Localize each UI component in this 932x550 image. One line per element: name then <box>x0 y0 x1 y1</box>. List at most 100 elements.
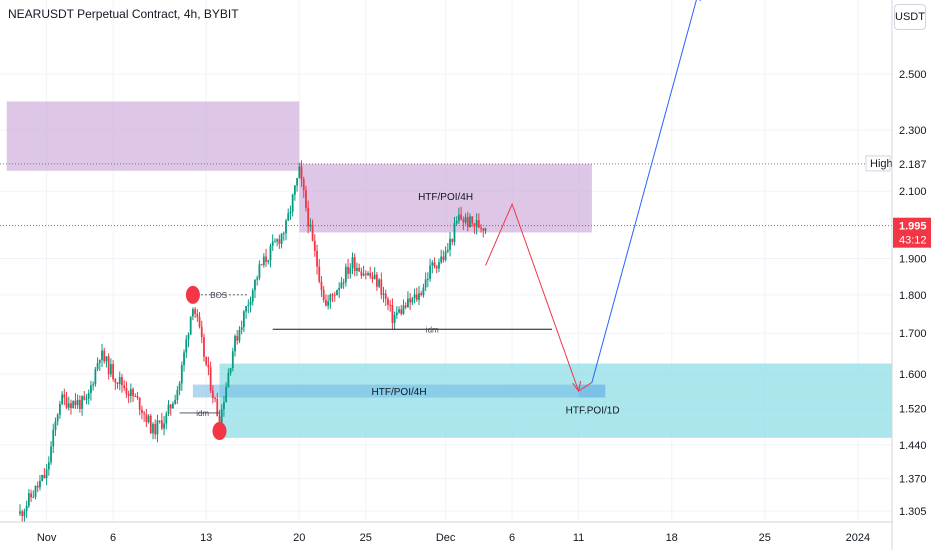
swing-marker <box>185 285 200 304</box>
candle-body <box>92 384 95 386</box>
candle-body <box>349 267 352 274</box>
candle-body <box>446 249 449 252</box>
candle-body <box>342 282 345 284</box>
candle-body <box>442 256 445 260</box>
y-tick-label: 1.700 <box>899 328 927 340</box>
candle-body <box>54 421 57 430</box>
y-tick-label: 2.100 <box>899 186 927 198</box>
candle-body <box>98 360 101 364</box>
candle-body <box>320 281 323 290</box>
y-tick-label: 1.370 <box>899 473 927 485</box>
candle-body <box>67 403 70 408</box>
candle-body <box>76 399 79 406</box>
candle-body <box>198 317 201 327</box>
candle-body <box>369 272 372 277</box>
candle-body <box>227 372 230 388</box>
candle-body <box>163 423 165 429</box>
candle-body <box>143 413 146 415</box>
candle-body <box>147 415 150 423</box>
projection-up-line <box>591 0 697 383</box>
candle-body <box>245 306 247 312</box>
candle-body <box>158 420 161 422</box>
candle-body <box>172 403 174 409</box>
candle-body <box>167 404 170 414</box>
candle-body <box>205 356 208 365</box>
candle-body <box>109 364 112 375</box>
last-price-tag <box>893 217 931 248</box>
candle-body <box>300 166 303 180</box>
candle-body <box>418 293 420 300</box>
candle-body <box>194 309 197 314</box>
candle-body <box>165 413 168 424</box>
candle-body <box>81 396 83 409</box>
candle-body <box>389 304 392 306</box>
candle-body <box>61 394 64 404</box>
x-tick-label: 6 <box>509 532 515 544</box>
candle-body <box>371 276 374 279</box>
candle-body <box>344 266 347 283</box>
candle-body <box>444 251 447 260</box>
candle-body <box>45 469 48 479</box>
candle-body <box>30 493 32 498</box>
candle-body <box>65 397 68 408</box>
candle-body <box>466 217 469 227</box>
bos-label: BOS <box>210 291 227 300</box>
candle-body <box>422 287 425 296</box>
candle-body <box>200 326 203 338</box>
candle-body <box>211 390 214 399</box>
last-price-value: 1.995 <box>899 221 927 233</box>
candle-body <box>70 403 72 408</box>
candle-body <box>247 304 250 307</box>
candle-body <box>207 364 210 368</box>
candle-body <box>256 277 259 280</box>
candle-body <box>136 396 139 398</box>
idm-label: idm <box>196 409 209 418</box>
currency-button[interactable]: USDT <box>894 4 926 30</box>
candle-body <box>132 389 134 397</box>
candle-body <box>234 335 236 352</box>
x-tick-label: 11 <box>573 532 584 544</box>
candle-body <box>174 399 177 404</box>
y-tick-label: 1.800 <box>899 290 927 302</box>
candle-body <box>426 278 429 280</box>
candle-body <box>464 217 467 223</box>
candle-body <box>39 480 41 488</box>
candle-body <box>118 377 121 384</box>
swing-marker <box>212 421 227 440</box>
candle-body <box>480 227 482 229</box>
candle-body <box>391 304 394 323</box>
candle-body <box>96 363 99 370</box>
candle-body <box>373 274 376 279</box>
candle-body <box>43 474 46 479</box>
candle-body <box>145 414 148 423</box>
candle-body <box>475 220 478 227</box>
candle-body <box>364 273 367 276</box>
candle-body <box>47 462 50 470</box>
x-tick-label: 20 <box>293 532 305 544</box>
candle-body <box>482 228 485 231</box>
candle-body <box>333 294 336 296</box>
candle-body <box>484 228 487 231</box>
x-tick-label: 2024 <box>846 532 870 544</box>
candle-body <box>398 309 400 313</box>
candle-body <box>149 415 152 434</box>
chart-title: NEARUSDT Perpetual Contract, 4h, BYBIT <box>8 7 239 21</box>
candle-body <box>180 365 183 384</box>
candle-body <box>152 424 154 434</box>
candle-body <box>52 429 55 447</box>
poi-zone <box>192 384 606 398</box>
candle-body <box>462 219 465 223</box>
y-tick-label: 1.440 <box>899 440 927 452</box>
candle-body <box>438 262 440 269</box>
candle-body <box>358 267 361 272</box>
high-tag <box>865 155 891 172</box>
candle-body <box>129 389 132 397</box>
candle-body <box>87 393 90 399</box>
candle-body <box>375 274 378 287</box>
candle-body <box>453 223 456 242</box>
candle-body <box>340 282 343 288</box>
candle-body <box>41 474 44 481</box>
candle-body <box>209 367 212 391</box>
